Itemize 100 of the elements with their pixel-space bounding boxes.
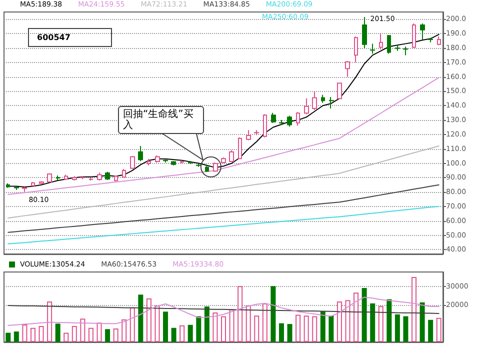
- bar: [171, 328, 176, 342]
- bar: [130, 308, 135, 342]
- bar: [38, 326, 44, 342]
- candlestick: [395, 44, 400, 52]
- candlestick: [296, 112, 300, 126]
- line-series: [8, 206, 440, 244]
- candlestick: [213, 162, 218, 172]
- bar: [154, 306, 160, 342]
- candlestick: [379, 33, 383, 50]
- bar: [386, 299, 392, 342]
- bar: [229, 309, 234, 342]
- bar: [262, 303, 268, 342]
- candlestick: [263, 114, 267, 138]
- candlestick: [130, 156, 135, 170]
- bar: [96, 322, 102, 342]
- candlestick: [180, 160, 184, 164]
- bar: [312, 316, 318, 342]
- candlestick: [345, 60, 350, 78]
- candlestick: [428, 37, 433, 43]
- line-series: [8, 34, 440, 188]
- candlestick: [205, 166, 209, 172]
- bar: [122, 319, 127, 342]
- bar: [287, 324, 292, 342]
- bar: [345, 300, 350, 342]
- bar: [212, 312, 218, 342]
- bar: [196, 316, 202, 342]
- bar: [204, 306, 210, 342]
- bar: [47, 301, 52, 342]
- candlestick: [163, 158, 168, 164]
- bar: [394, 314, 400, 342]
- candlestick: [6, 182, 10, 188]
- candlestick: [22, 186, 27, 192]
- bar: [254, 316, 260, 342]
- bar: [64, 332, 69, 342]
- bar: [370, 303, 376, 342]
- candlestick: [229, 150, 234, 162]
- bar: [113, 328, 118, 342]
- bar: [420, 302, 425, 342]
- bar: [80, 318, 86, 342]
- bar: [30, 328, 36, 342]
- candlestick: [321, 94, 325, 104]
- candlestick: [412, 23, 416, 49]
- bar: [328, 316, 334, 342]
- candlestick: [138, 145, 143, 162]
- bar: [6, 332, 11, 342]
- candlestick: [64, 174, 68, 180]
- candlestick: [171, 160, 176, 166]
- candlestick: [147, 158, 151, 166]
- bar: [270, 286, 276, 342]
- candlestick: [362, 16, 367, 49]
- candlestick: [370, 43, 375, 54]
- bar: [88, 328, 94, 342]
- bar: [22, 324, 28, 342]
- line-series: [8, 184, 440, 233]
- line-series: [8, 77, 440, 196]
- bar: [412, 276, 417, 342]
- candlestick: [329, 96, 334, 110]
- candlestick: [188, 160, 193, 164]
- bar: [354, 292, 359, 342]
- candlestick: [14, 186, 19, 190]
- candlestick: [403, 46, 408, 56]
- candlestick: [304, 98, 309, 115]
- candlestick: [287, 115, 292, 128]
- bar: [221, 316, 226, 342]
- bar: [403, 316, 408, 342]
- bar: [188, 324, 193, 342]
- candlestick: [114, 174, 118, 182]
- candlestick: [39, 180, 44, 185]
- bar: [180, 325, 185, 342]
- candlestick: [387, 34, 391, 54]
- line-series: [8, 305, 440, 314]
- candlestick: [89, 177, 93, 182]
- candlestick: [196, 163, 201, 168]
- candlestick: [437, 36, 441, 46]
- bar: [246, 306, 251, 342]
- candlestick: [122, 168, 126, 178]
- line-series: [8, 296, 440, 326]
- candlestick: [97, 172, 102, 182]
- candlestick: [72, 176, 77, 182]
- bar: [55, 324, 60, 342]
- candlestick: [31, 181, 35, 187]
- bar: [378, 306, 384, 342]
- bar: [362, 288, 367, 342]
- callout-box: 回抽“生命线”买入: [118, 106, 204, 134]
- bar: [146, 298, 152, 342]
- candlestick: [271, 112, 276, 124]
- bar: [163, 312, 168, 342]
- candlestick: [80, 176, 85, 180]
- candlestick: [279, 120, 284, 126]
- bar: [14, 332, 19, 342]
- candlestick: [420, 23, 425, 40]
- bar: [304, 316, 309, 342]
- candlestick: [238, 136, 242, 160]
- bar: [138, 294, 144, 342]
- candlestick: [105, 171, 110, 180]
- candlestick: [246, 130, 251, 141]
- bar: [278, 323, 284, 342]
- candlestick: [312, 90, 317, 110]
- code-label-box: 600547: [28, 28, 112, 47]
- candlestick: [354, 36, 358, 63]
